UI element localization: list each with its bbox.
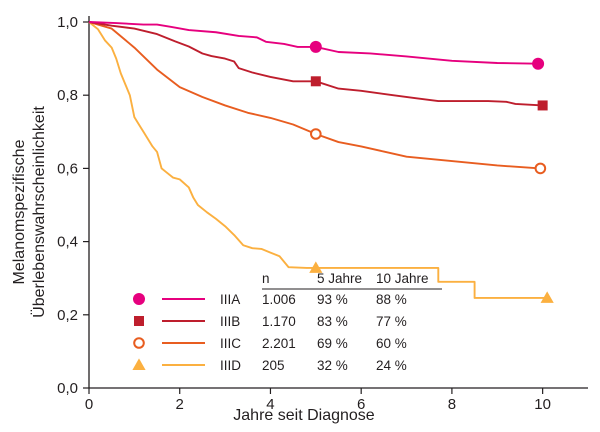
- series-layer: [88, 21, 554, 303]
- y-tick-label: 0,0: [57, 380, 78, 397]
- legend-5-jahre-iiid: 32 %: [317, 358, 348, 373]
- legend-marker-iiid: [132, 358, 146, 370]
- series-marker-iiic: [310, 128, 322, 140]
- series-marker-iiia: [309, 40, 322, 53]
- x-tick-label: 2: [176, 396, 184, 413]
- legend-label-iiib: IIIB: [220, 314, 240, 329]
- series-line-iiib: [88, 21, 543, 107]
- legend-header-5-jahre: 5 Jahre: [317, 271, 362, 286]
- series-line-iiia: [88, 21, 539, 65]
- series-marker-iiib: [310, 76, 321, 87]
- x-tick-label: 0: [85, 396, 93, 413]
- legend-label-iiid: IIID: [220, 358, 241, 373]
- x-tick-label: 6: [357, 396, 365, 413]
- y-tick-label: 0,2: [57, 307, 78, 324]
- series-marker-iiia: [532, 57, 545, 70]
- y-tick-label: 1,0: [57, 14, 78, 31]
- series-line-iiid: [88, 21, 548, 299]
- series-marker-iiid: [540, 291, 554, 303]
- x-tick-label: 10: [534, 396, 551, 413]
- legend-10-jahre-iiia: 88 %: [376, 292, 407, 307]
- x-axis-title: Jahre seit Diagnose: [233, 407, 375, 424]
- legend-10-jahre-iiic: 60 %: [376, 336, 407, 351]
- series-marker-iiid: [309, 261, 323, 273]
- axes: 0,0 0,2 0,4 0,6 0,8 1,0 0 2 4 6 8 10: [57, 14, 588, 413]
- legend-header-10-jahre: 10 Jahre: [376, 271, 429, 286]
- legend-5-jahre-iiib: 83 %: [317, 314, 348, 329]
- legend-header-n: n: [262, 271, 270, 286]
- legend-marker-iiib: [134, 316, 144, 326]
- legend-n-iiic: 2.201: [262, 336, 296, 351]
- legend-10-jahre-iiib: 77 %: [376, 314, 407, 329]
- legend-marker-iiia: [133, 293, 145, 305]
- series-line-iiic: [88, 21, 541, 170]
- y-axis-title-line-1: Melanomspezifische: [11, 139, 28, 284]
- y-tick-label: 0,4: [57, 234, 78, 251]
- legend-5-jahre-iiic: 69 %: [317, 336, 348, 351]
- y-axis-title-line-2: Überlebenswahrscheinlichkeit: [30, 106, 48, 318]
- legend-label-iiic: IIIC: [220, 336, 241, 351]
- legend-label-iiia: IIIA: [220, 292, 240, 307]
- y-tick-label: 0,6: [57, 160, 78, 177]
- legend-n-iiia: 1.006: [262, 292, 296, 307]
- legend-marker-iiic: [133, 337, 145, 349]
- x-tick-label: 8: [448, 396, 456, 413]
- legend: n 5 Jahre 10 Jahre IIIA 1.006 93 % 88 % IIIB 1.1…: [132, 271, 442, 373]
- legend-n-iiib: 1.170: [262, 314, 296, 329]
- series-marker-iiib: [537, 100, 548, 111]
- legend-5-jahre-iiia: 93 %: [317, 292, 348, 307]
- legend-n-iiid: 205: [262, 358, 285, 373]
- legend-10-jahre-iiid: 24 %: [376, 358, 407, 373]
- y-tick-label: 0,8: [57, 87, 78, 104]
- series-marker-iiic: [534, 162, 547, 175]
- x-tick-label: 4: [266, 396, 274, 413]
